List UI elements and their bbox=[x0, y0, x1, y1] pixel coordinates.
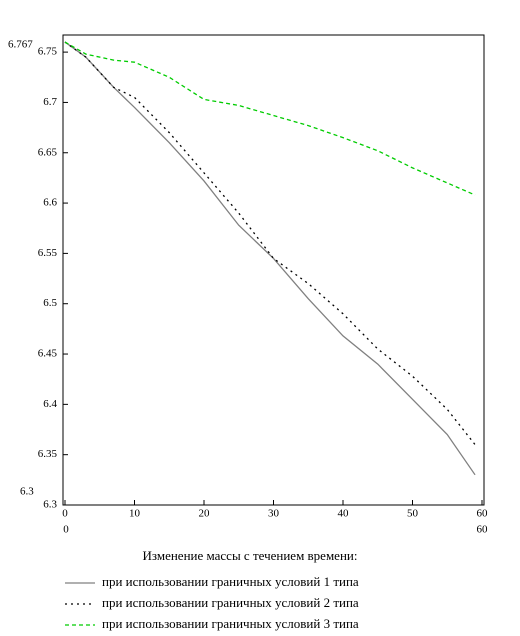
y-tick-label: 6.6 bbox=[43, 197, 57, 209]
x-tick-label: 50 bbox=[407, 508, 419, 520]
x-tick-label: 20 bbox=[199, 508, 211, 520]
legend-label: при использовании граничных условий 2 ти… bbox=[102, 595, 359, 610]
y-tick-label: 6.3 bbox=[43, 499, 57, 511]
x-tick-label: 30 bbox=[268, 508, 280, 520]
x-tick-label: 60 bbox=[477, 508, 489, 520]
legend-label: при использовании граничных условий 1 ти… bbox=[102, 574, 359, 589]
y-tick-label: 6.35 bbox=[38, 448, 58, 460]
x-tick-label: 40 bbox=[338, 508, 350, 520]
x-tick-label: 10 bbox=[129, 508, 141, 520]
y-limit-label: 6.767 bbox=[8, 39, 33, 51]
series-line bbox=[64, 41, 476, 446]
y-tick-label: 6.75 bbox=[38, 46, 58, 58]
x-limit-label: 0 bbox=[63, 524, 69, 536]
y-tick-label: 6.4 bbox=[43, 398, 57, 410]
series-line bbox=[64, 41, 476, 476]
chart-title: Изменение массы с течением времени: bbox=[143, 548, 358, 563]
y-tick-label: 6.5 bbox=[43, 297, 57, 309]
y-tick-label: 6.65 bbox=[38, 146, 58, 158]
y-tick-label: 6.7 bbox=[43, 96, 57, 108]
y-tick-label: 6.45 bbox=[38, 348, 58, 360]
x-limit-label: 60 bbox=[477, 524, 489, 536]
y-limit-label: 6.3 bbox=[20, 486, 34, 498]
x-tick-label: 0 bbox=[62, 508, 68, 520]
legend-label: при использовании граничных условий 3 ти… bbox=[102, 616, 359, 631]
series-line bbox=[64, 41, 476, 196]
plot-frame bbox=[62, 34, 485, 506]
y-tick-label: 6.55 bbox=[38, 247, 58, 259]
